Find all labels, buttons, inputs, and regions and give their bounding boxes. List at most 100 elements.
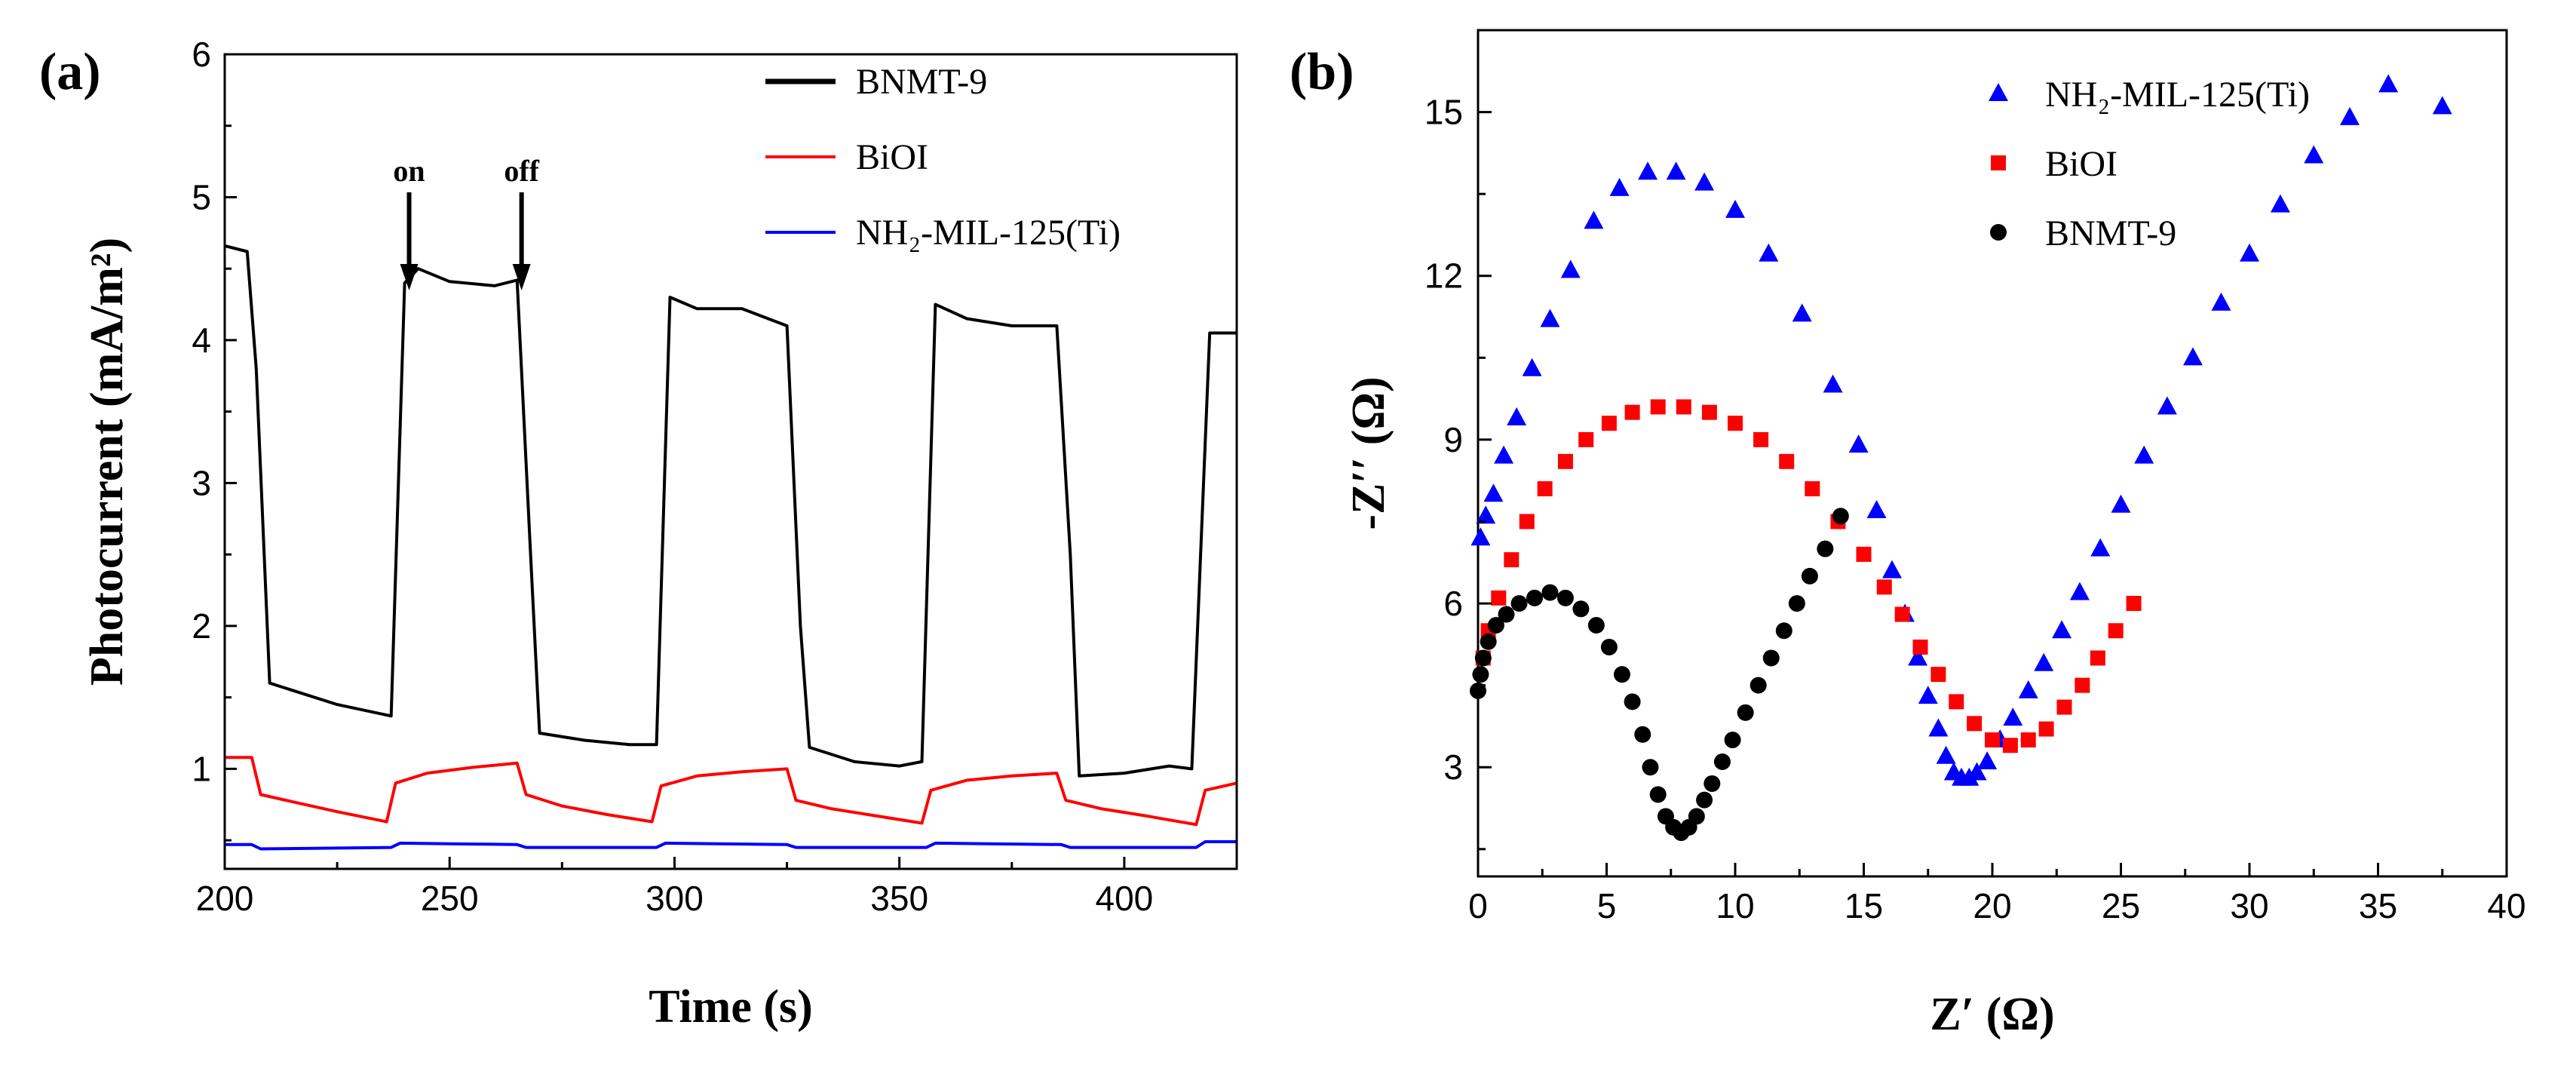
point-nh-mil-125-ti: [1494, 445, 1514, 464]
point-nh-mil-125-ti: [2432, 96, 2452, 115]
point-bioi: [2075, 677, 2090, 693]
legend-label-bioi: BiOI: [856, 137, 928, 177]
y-tick-label: 2: [192, 606, 211, 646]
chart-a-frame: [223, 53, 1238, 870]
legend-marker-nh-mil-125-ti: [1989, 83, 2008, 101]
point-bnmt-9: [1510, 595, 1528, 612]
point-bioi: [1578, 431, 1594, 447]
point-nh-mil-125-ti: [1560, 259, 1581, 278]
series-bioi: [1475, 399, 2142, 753]
x-tick-label: 30: [2230, 886, 2268, 925]
point-nh-mil-125-ti: [2090, 538, 2111, 557]
point-nh-mil-125-ti: [1470, 527, 1491, 546]
point-bioi: [1805, 481, 1820, 497]
point-nh-mil-125-ti: [1977, 750, 1998, 769]
point-bnmt-9: [1613, 666, 1630, 683]
point-bnmt-9: [1587, 617, 1605, 634]
point-bioi: [2002, 738, 2018, 753]
point-bnmt-9: [1470, 682, 1486, 699]
x-tick-label: 300: [646, 879, 704, 918]
point-nh-mil-125-ti: [1725, 199, 1745, 218]
point-bnmt-9: [1642, 759, 1659, 776]
series-bnmt-9: [1470, 508, 1849, 842]
point-nh-mil-125-ti: [2304, 145, 2324, 164]
point-nh-mil-125-ti: [2052, 620, 2072, 639]
point-nh-mil-125-ti: [1866, 500, 1887, 519]
point-bioi: [1753, 431, 1769, 447]
point-nh-mil-125-ti: [2018, 680, 2038, 698]
point-bioi: [1728, 416, 1743, 431]
point-bnmt-9: [1472, 666, 1489, 683]
y-tick-label: 5: [192, 177, 211, 216]
panel-a-label: (a): [39, 43, 101, 101]
chart-b-ylabel: -Z′′ (Ω): [1343, 376, 1394, 529]
point-nh-mil-125-ti: [1483, 483, 1504, 502]
point-nh-mil-125-ti: [1792, 303, 1812, 322]
point-bnmt-9: [1649, 786, 1667, 803]
point-bnmt-9: [1474, 649, 1492, 667]
x-tick-label: 35: [2359, 886, 2397, 925]
point-bnmt-9: [1775, 622, 1792, 640]
point-nh-mil-125-ti: [1522, 358, 1542, 376]
x-tick-label: 25: [2102, 886, 2140, 925]
point-nh-mil-125-ti: [1908, 647, 1928, 666]
x-tick-label: 5: [1597, 886, 1617, 925]
point-bioi: [1985, 732, 2000, 748]
x-tick-label: 200: [196, 879, 254, 918]
legend-label-nh-mil-125-ti: NH₂-MIL-125(Ti): [2045, 75, 2310, 115]
point-nh-mil-125-ti: [2240, 243, 2259, 262]
point-bnmt-9: [1688, 808, 1705, 825]
point-nh-mil-125-ti: [2111, 494, 2131, 513]
point-nh-mil-125-ti: [1666, 161, 1686, 180]
series-line-bnmt-9: [224, 244, 1237, 778]
point-nh-mil-125-ti: [2069, 582, 2090, 600]
point-bioi: [2020, 732, 2036, 748]
series-nh-mil-125-ti: [1470, 74, 2452, 786]
point-nh-mil-125-ti: [1967, 762, 1987, 781]
point-bnmt-9: [1480, 633, 1497, 650]
point-nh-mil-125-ti: [1638, 161, 1658, 180]
point-bioi: [1491, 590, 1507, 606]
legend-marker-bioi: [1991, 155, 2006, 170]
point-nh-mil-125-ti: [2034, 652, 2054, 671]
point-bnmt-9: [1801, 567, 1818, 585]
y-tick-label: 4: [192, 321, 211, 360]
chart-a-x-ticks: 200 250 300 350 400: [196, 857, 1153, 918]
y-tick-label: 1: [192, 749, 211, 788]
point-nh-mil-125-ti: [1694, 172, 1715, 191]
point-nh-mil-125-ti: [2211, 292, 2231, 311]
y-tick-label: 3: [192, 463, 211, 502]
point-nh-mil-125-ti: [2378, 74, 2399, 93]
point-nh-mil-125-ti: [1936, 745, 1956, 764]
x-tick-label: 350: [870, 879, 928, 918]
point-bioi: [1779, 453, 1795, 469]
point-nh-mil-125-ti: [2270, 194, 2290, 213]
x-tick-label: 250: [421, 879, 479, 918]
point-bnmt-9: [1556, 589, 1574, 606]
point-bnmt-9: [1526, 589, 1544, 606]
point-bnmt-9: [1541, 584, 1559, 601]
x-tick-label: 10: [1716, 886, 1754, 925]
point-bnmt-9: [1724, 732, 1741, 749]
point-bnmt-9: [1487, 617, 1504, 634]
point-nh-mil-125-ti: [1823, 374, 1843, 393]
legend-label-bioi: BiOI: [2045, 144, 2118, 184]
panel-b-label: (b): [1290, 43, 1354, 101]
point-bnmt-9: [1704, 775, 1721, 792]
chart-b-series: [1470, 74, 2452, 842]
y-tick-label: 9: [1443, 420, 1463, 459]
point-bioi: [1949, 694, 1964, 710]
point-bnmt-9: [1788, 595, 1805, 612]
point-nh-mil-125-ti: [1918, 686, 1938, 704]
point-nh-mil-125-ti: [1928, 718, 1949, 737]
legend-label-bnmt-9: BNMT-9: [2045, 213, 2176, 253]
point-bioi: [2090, 650, 2105, 666]
point-nh-mil-125-ti: [1609, 177, 1630, 196]
point-bioi: [1967, 716, 1983, 732]
point-bioi: [1912, 639, 1928, 655]
y-tick-label: 6: [192, 35, 211, 74]
x-tick-label: 0: [1468, 886, 1488, 925]
annotation-on: on: [393, 154, 425, 188]
point-nh-mil-125-ti: [1584, 210, 1604, 229]
y-tick-label: 3: [1443, 747, 1463, 787]
